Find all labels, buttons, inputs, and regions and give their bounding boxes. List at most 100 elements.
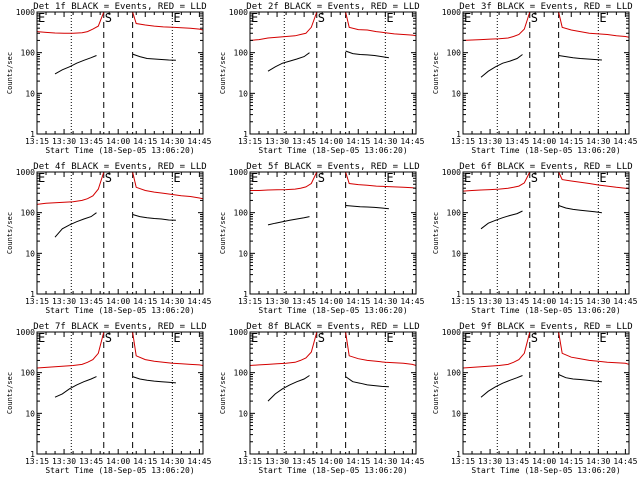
x-tick-label: 13:45 [79,297,103,306]
y-tick-label: 10 [451,89,461,98]
lld-series-line [132,331,204,366]
interval-marker-label: S [318,171,325,185]
interval-marker-label: E [173,171,180,185]
x-tick-label: 13:30 [265,457,289,466]
y-axis-label: Counts/sec [6,212,14,254]
x-tick-label: 13:15 [451,137,475,146]
x-tick-label: 13:15 [238,457,262,466]
x-tick-label: 13:45 [505,297,529,306]
interval-marker-label: S [531,11,538,25]
lld-series-line [36,331,105,369]
x-tick-label: 13:45 [292,297,316,306]
x-tick-label: 14:45 [400,297,424,306]
interval-marker-label: E [386,331,393,345]
x-tick-label: 14:45 [400,137,424,146]
panel-title: Det 2f BLACK = Events, RED = LLD [246,2,419,12]
lld-series-line [132,171,204,200]
y-tick-label: 10 [25,249,35,258]
interval-marker-label: E [251,171,258,185]
events-series-line [480,54,523,78]
x-tick-label: 13:30 [478,297,502,306]
x-tick-label: 13:30 [52,457,76,466]
y-tick-label: 100 [234,209,249,218]
x-tick-label: 13:15 [25,457,49,466]
x-tick-label: 14:00 [319,297,343,306]
interval-marker-label: S [531,331,538,345]
x-tick-label: 14:15 [133,457,157,466]
y-tick-label: 1000 [229,8,248,17]
x-tick-label: 13:30 [265,297,289,306]
events-series-line [54,212,97,238]
x-tick-label: 14:15 [559,297,583,306]
interval-marker-label: E [173,331,180,345]
plot-frame [462,171,630,295]
plot-frame [36,331,204,455]
interval-marker-label: E [599,331,606,345]
x-tick-label: 13:45 [79,457,103,466]
lld-series-line [462,11,531,41]
events-series-line [132,214,176,221]
plot-frame [249,11,417,135]
y-tick-label: 100 [21,49,36,58]
lld-series-line [345,331,417,366]
events-series-line [54,376,97,398]
y-axis-label: Counts/sec [219,52,227,94]
lld-series-line [558,11,630,38]
interval-marker-label: S [105,331,112,345]
x-tick-label: 14:30 [586,457,610,466]
interval-marker-label: S [105,11,112,25]
x-axis-label: Start Time (18-Sep-05 13:06:20) [45,466,194,475]
events-series-line [132,53,176,61]
x-tick-label: 13:45 [292,137,316,146]
x-axis-label: Start Time (18-Sep-05 13:06:20) [471,146,620,155]
y-axis-label: Counts/sec [6,372,14,414]
events-series-line [480,210,523,230]
x-tick-label: 13:45 [292,457,316,466]
lld-series-line [345,171,417,189]
interval-marker-label: E [599,11,606,25]
lld-series-line [462,171,531,192]
y-tick-label: 1000 [16,8,35,17]
x-tick-label: 13:30 [265,137,289,146]
x-axis-label: Start Time (18-Sep-05 13:06:20) [45,146,194,155]
y-tick-label: 1 [456,130,461,139]
events-series-line [132,376,176,384]
interval-marker-label: E [464,11,471,25]
x-tick-label: 14:45 [613,137,637,146]
lld-series-line [462,331,531,369]
x-tick-label: 14:00 [532,137,556,146]
x-tick-label: 13:30 [478,457,502,466]
lld-series-line [558,171,630,190]
x-tick-label: 14:15 [346,297,370,306]
x-axis-label: Start Time (18-Sep-05 13:06:20) [471,306,620,315]
interval-marker-label: E [386,171,393,185]
y-axis-label: Counts/sec [219,212,227,254]
y-tick-label: 1 [30,130,35,139]
interval-marker-label: S [105,171,112,185]
events-series-line [345,205,389,210]
x-tick-label: 14:15 [133,297,157,306]
lld-series-line [558,331,630,365]
x-tick-label: 13:45 [79,137,103,146]
plot-frame [36,171,204,295]
y-tick-label: 100 [447,49,462,58]
interval-marker-label: E [38,331,45,345]
events-series-line [558,205,602,214]
y-axis-label: Counts/sec [432,52,440,94]
y-tick-label: 1 [30,290,35,299]
lld-series-line [249,331,318,366]
y-tick-label: 100 [21,209,36,218]
x-tick-label: 13:15 [238,297,262,306]
panel-title: Det 3f BLACK = Events, RED = LLD [459,2,632,12]
x-tick-label: 14:15 [346,137,370,146]
panel-title: Det 9f BLACK = Events, RED = LLD [459,322,632,332]
interval-marker-label: E [464,331,471,345]
interval-marker-label: E [38,171,45,185]
panel-title: Det 8f BLACK = Events, RED = LLD [246,322,419,332]
x-tick-label: 13:15 [238,137,262,146]
